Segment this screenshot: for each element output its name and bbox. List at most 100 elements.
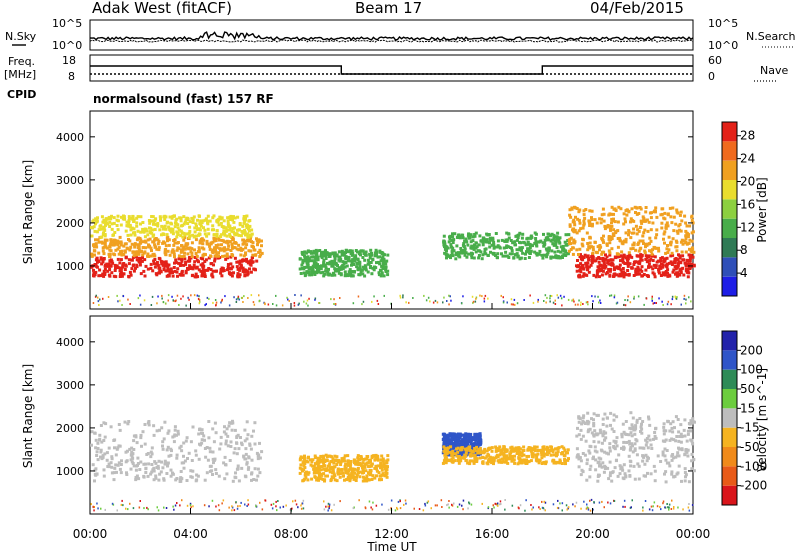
data-cell bbox=[309, 463, 313, 467]
data-cell bbox=[191, 267, 195, 271]
data-cell bbox=[527, 454, 531, 458]
data-cell bbox=[115, 224, 119, 227]
data-cell bbox=[126, 422, 130, 426]
data-cell bbox=[306, 299, 309, 302]
data-cell bbox=[362, 267, 366, 271]
data-cell bbox=[248, 224, 252, 228]
data-cell bbox=[473, 459, 477, 463]
data-cell bbox=[208, 297, 210, 300]
data-cell bbox=[512, 458, 516, 462]
data-cell bbox=[157, 248, 161, 252]
data-cell bbox=[464, 445, 468, 448]
data-cell bbox=[461, 302, 463, 305]
data-cell bbox=[150, 219, 154, 223]
data-cell bbox=[176, 267, 180, 271]
data-cell bbox=[247, 239, 251, 243]
data-cell bbox=[126, 247, 130, 251]
data-cell bbox=[341, 474, 345, 478]
data-cell bbox=[272, 303, 274, 305]
data-cell bbox=[217, 504, 220, 507]
data-cell bbox=[595, 257, 599, 261]
data-cell bbox=[477, 443, 481, 447]
data-cell bbox=[662, 500, 665, 503]
data-cell bbox=[611, 263, 615, 267]
data-cell bbox=[450, 245, 453, 249]
data-cell bbox=[294, 294, 296, 296]
data-cell bbox=[384, 469, 388, 473]
data-cell bbox=[208, 247, 212, 251]
data-cell bbox=[624, 273, 628, 277]
data-cell bbox=[328, 470, 332, 474]
data-cell bbox=[328, 507, 330, 510]
data-cell bbox=[356, 466, 360, 470]
data-cell bbox=[478, 234, 482, 238]
data-cell bbox=[369, 261, 373, 264]
data-cell bbox=[101, 455, 105, 459]
data-cell bbox=[674, 455, 678, 459]
data-cell bbox=[374, 248, 378, 252]
data-cell bbox=[143, 227, 147, 231]
data-cell bbox=[581, 416, 585, 420]
data-cell bbox=[94, 438, 98, 442]
data-cell bbox=[467, 436, 471, 440]
data-cell bbox=[510, 445, 514, 449]
data-cell bbox=[679, 229, 683, 233]
data-cell bbox=[252, 429, 255, 433]
data-cell bbox=[179, 479, 183, 483]
data-cell bbox=[314, 456, 317, 460]
data-cell bbox=[463, 239, 467, 243]
data-cell bbox=[323, 464, 326, 468]
data-cell bbox=[557, 499, 559, 502]
data-cell bbox=[442, 234, 446, 238]
data-cell bbox=[219, 233, 223, 237]
data-cell bbox=[581, 263, 585, 267]
data-cell bbox=[659, 262, 663, 266]
data-cell bbox=[676, 258, 680, 262]
data-cell bbox=[355, 250, 359, 254]
data-cell bbox=[609, 294, 611, 297]
data-cell bbox=[159, 269, 162, 273]
data-cell bbox=[231, 421, 235, 425]
data-cell bbox=[506, 238, 510, 242]
data-cell bbox=[135, 216, 139, 220]
data-cell bbox=[218, 247, 222, 251]
data-cell bbox=[544, 509, 546, 512]
data-cell bbox=[543, 452, 547, 456]
data-cell bbox=[664, 470, 668, 474]
data-cell bbox=[183, 233, 187, 237]
data-cell bbox=[652, 302, 654, 305]
data-cell bbox=[223, 246, 227, 250]
data-cell bbox=[132, 231, 135, 235]
data-cell bbox=[675, 208, 679, 212]
data-cell bbox=[112, 252, 116, 256]
data-cell bbox=[231, 509, 233, 512]
data-cell bbox=[653, 275, 657, 279]
data-cell bbox=[537, 252, 541, 256]
data-cell bbox=[316, 268, 319, 272]
data-cell bbox=[333, 267, 337, 271]
data-cell bbox=[552, 255, 556, 259]
data-cell bbox=[247, 466, 251, 470]
data-cell bbox=[298, 267, 302, 271]
data-cell bbox=[371, 258, 375, 262]
data-cell bbox=[502, 301, 505, 304]
data-cell bbox=[595, 273, 599, 277]
data-cell bbox=[460, 446, 464, 450]
data-cell bbox=[636, 462, 640, 466]
data-cell bbox=[520, 248, 523, 252]
data-cell bbox=[649, 250, 653, 253]
data-cell bbox=[122, 244, 126, 248]
data-cell bbox=[154, 474, 158, 478]
data-cell bbox=[193, 234, 197, 238]
data-cell bbox=[635, 420, 639, 424]
data-cell bbox=[464, 251, 468, 255]
data-cell bbox=[347, 255, 351, 259]
data-cell bbox=[318, 249, 322, 252]
data-cell bbox=[586, 503, 588, 506]
data-cell bbox=[650, 211, 654, 215]
data-cell bbox=[589, 245, 593, 249]
data-cell bbox=[470, 459, 473, 463]
data-cell bbox=[451, 449, 455, 453]
